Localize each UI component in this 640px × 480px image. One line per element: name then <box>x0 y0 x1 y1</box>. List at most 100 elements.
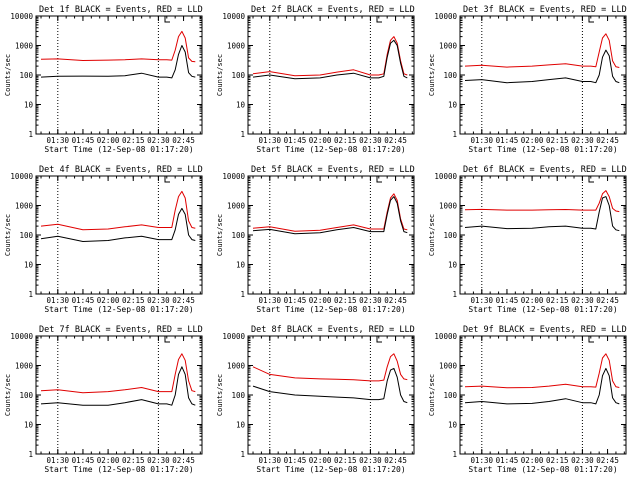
x-tick-label: 02:45 <box>172 456 195 465</box>
corner-marker <box>588 176 594 183</box>
x-tick-label: 02:15 <box>122 456 145 465</box>
panel-title: Det 8f BLACK = Events, RED = LLD <box>251 325 415 335</box>
y-tick-label: 100 <box>19 391 33 400</box>
y-tick-label: 100 <box>231 391 245 400</box>
detector-panel: Det 9f BLACK = Events, RED = LLD 1 10 100 10… <box>428 325 627 474</box>
y-tick-label: 1 <box>452 450 457 459</box>
x-axis-label: Start Time (12-Sep-08 01:17:20) <box>44 145 193 154</box>
plot-frame <box>459 175 627 295</box>
y-tick-label: 10000 <box>434 12 457 21</box>
lld-series-line <box>252 353 408 382</box>
plot-frame <box>35 15 203 135</box>
corner-marker <box>376 176 382 183</box>
x-axis-label: Start Time (12-Sep-08 01:17:20) <box>468 305 617 314</box>
x-tick-label: 01:30 <box>471 456 494 465</box>
y-tick-label: 10000 <box>222 332 245 341</box>
detector-panel: Det 1f BLACK = Events, RED = LLD 1 10 100 10… <box>4 5 203 154</box>
y-tick-label: 1 <box>28 290 33 299</box>
x-tick-label: 01:45 <box>496 136 519 145</box>
panel-title: Det 5f BLACK = Events, RED = LLD <box>251 165 415 175</box>
x-axis-label: Start Time (12-Sep-08 01:17:20) <box>468 145 617 154</box>
y-tick-label: 1000 <box>227 202 246 211</box>
detector-panel: Det 4f BLACK = Events, RED = LLD 1 10 100 10… <box>4 165 203 314</box>
x-tick-label: 01:30 <box>259 456 282 465</box>
detector-panel: Det 5f BLACK = Events, RED = LLD 1 10 100 10… <box>216 165 415 314</box>
x-tick-label: 02:00 <box>97 296 120 305</box>
x-axis-label: Start Time (12-Sep-08 01:17:20) <box>256 465 405 474</box>
x-tick-label: 01:45 <box>72 296 95 305</box>
plot-frame <box>459 335 627 455</box>
y-tick-label: 100 <box>231 231 245 240</box>
y-tick-label: 10 <box>24 421 34 430</box>
y-tick-label: 10 <box>448 101 458 110</box>
x-tick-label: 02:45 <box>172 296 195 305</box>
x-tick-label: 01:45 <box>284 456 307 465</box>
panel-title: Det 3f BLACK = Events, RED = LLD <box>463 5 627 15</box>
y-tick-label: 10 <box>24 101 34 110</box>
y-tick-label: 1 <box>28 130 33 139</box>
y-tick-label: 1 <box>452 290 457 299</box>
y-tick-label: 1000 <box>15 202 34 211</box>
y-tick-label: 1 <box>240 130 245 139</box>
corner-marker <box>164 176 170 183</box>
x-tick-label: 02:45 <box>172 136 195 145</box>
x-tick-label: 01:45 <box>72 456 95 465</box>
x-tick-label: 02:45 <box>596 456 619 465</box>
y-tick-label: 10000 <box>10 172 33 181</box>
x-tick-label: 02:00 <box>97 136 120 145</box>
y-tick-label: 1 <box>28 450 33 459</box>
x-tick-label: 02:30 <box>359 136 382 145</box>
events-series-line <box>252 196 408 235</box>
y-axis-label: Counts/sec <box>216 54 224 96</box>
y-tick-label: 10 <box>448 261 458 270</box>
events-series-line <box>40 45 196 79</box>
y-axis-label: Counts/sec <box>4 374 12 416</box>
y-tick-label: 10000 <box>222 172 245 181</box>
panel-title: Det 4f BLACK = Events, RED = LLD <box>39 165 203 175</box>
y-tick-label: 10000 <box>222 12 245 21</box>
y-axis-label: Counts/sec <box>428 214 436 256</box>
events-series-line <box>464 367 620 405</box>
detector-panel: Det 8f BLACK = Events, RED = LLD 1 10 100 10… <box>216 325 415 474</box>
y-tick-label: 10000 <box>10 12 33 21</box>
y-tick-label: 10 <box>236 101 246 110</box>
y-tick-label: 1 <box>240 450 245 459</box>
y-tick-label: 1000 <box>439 202 458 211</box>
y-axis-label: Counts/sec <box>4 54 12 96</box>
x-tick-label: 02:30 <box>359 456 382 465</box>
corner-marker <box>376 16 382 23</box>
y-tick-label: 1000 <box>227 362 246 371</box>
plot-frame <box>247 335 415 455</box>
x-tick-label: 02:45 <box>384 136 407 145</box>
x-axis-label: Start Time (12-Sep-08 01:17:20) <box>44 465 193 474</box>
x-tick-label: 02:15 <box>546 136 569 145</box>
x-tick-label: 01:30 <box>47 136 70 145</box>
y-tick-label: 1 <box>240 290 245 299</box>
x-tick-label: 02:15 <box>546 296 569 305</box>
x-tick-label: 02:15 <box>546 456 569 465</box>
x-tick-label: 02:45 <box>596 136 619 145</box>
panel-title: Det 6f BLACK = Events, RED = LLD <box>463 165 627 175</box>
y-tick-label: 1 <box>452 130 457 139</box>
x-tick-label: 01:30 <box>471 296 494 305</box>
panel-title: Det 1f BLACK = Events, RED = LLD <box>39 5 203 15</box>
x-tick-label: 02:45 <box>384 456 407 465</box>
y-tick-label: 10 <box>448 421 458 430</box>
detector-panel: Det 7f BLACK = Events, RED = LLD 1 10 100 10… <box>4 325 203 474</box>
x-tick-label: 02:00 <box>521 136 544 145</box>
y-axis-label: Counts/sec <box>428 54 436 96</box>
x-axis-label: Start Time (12-Sep-08 01:17:20) <box>256 305 405 314</box>
y-tick-label: 100 <box>443 71 457 80</box>
lld-series-line <box>464 353 620 389</box>
plot-frame <box>35 335 203 455</box>
x-tick-label: 02:00 <box>309 296 332 305</box>
lld-series-line <box>40 353 196 394</box>
detector-panel: Det 2f BLACK = Events, RED = LLD 1 10 100 10… <box>216 5 415 154</box>
x-tick-label: 01:45 <box>72 136 95 145</box>
y-axis-label: Counts/sec <box>216 214 224 256</box>
x-axis-label: Start Time (12-Sep-08 01:17:20) <box>256 145 405 154</box>
x-tick-label: 01:30 <box>259 136 282 145</box>
x-tick-label: 02:30 <box>147 456 170 465</box>
x-tick-label: 02:30 <box>147 296 170 305</box>
corner-marker <box>588 336 594 343</box>
